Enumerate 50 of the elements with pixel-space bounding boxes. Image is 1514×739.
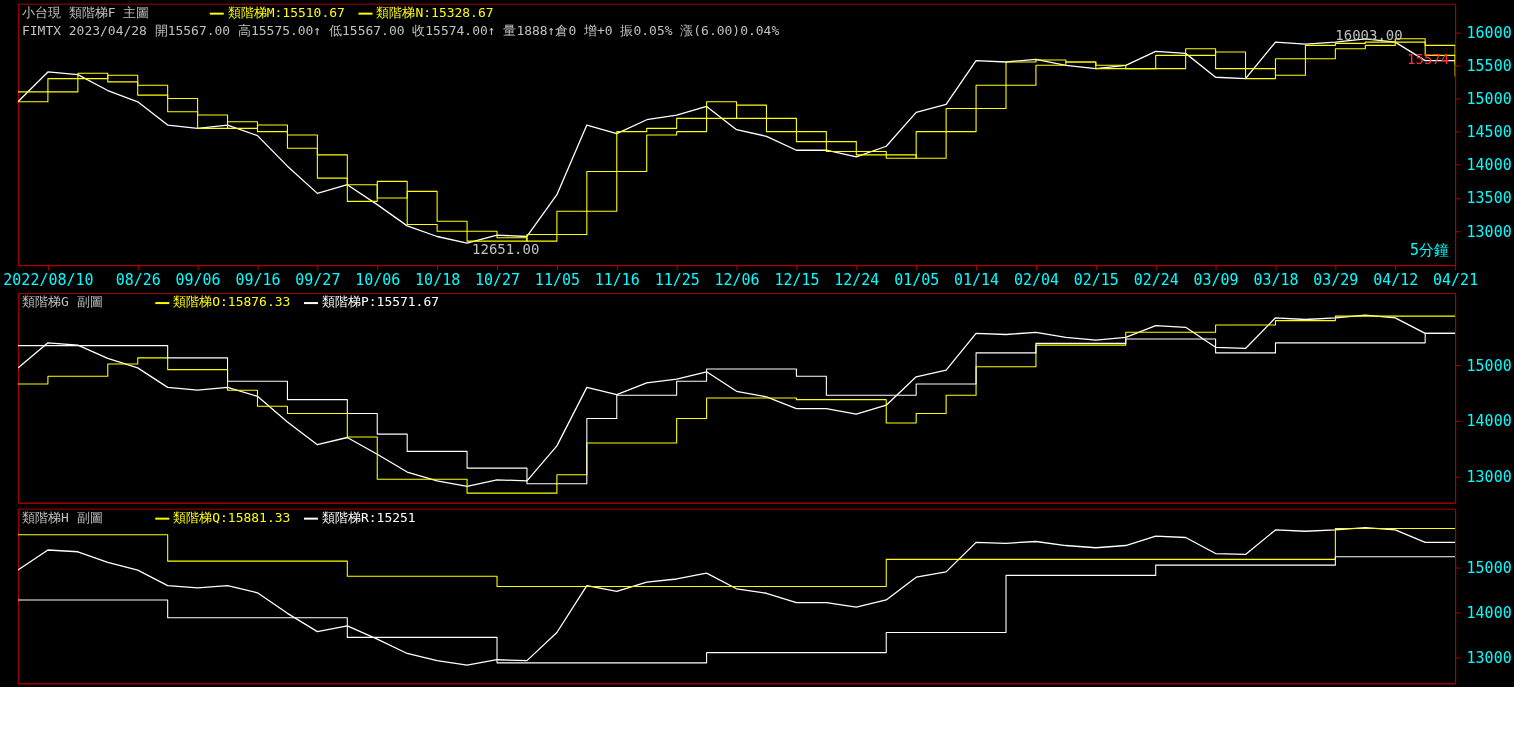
y-tick-label: 14000	[1466, 603, 1512, 622]
x-tick-label: 2022/08/10	[3, 270, 94, 289]
legend-label: 類階梯P:15571.67	[321, 294, 440, 310]
x-tick-label: 04/12	[1373, 270, 1419, 289]
y-tick-label: 13500	[1466, 189, 1512, 208]
y-tick-label: 14000	[1466, 156, 1512, 175]
annotation: 16003.00	[1335, 26, 1403, 43]
legend-label: 類階梯Q:15881.33	[173, 509, 291, 525]
x-tick-label: 08/26	[115, 270, 161, 289]
y-tick-label: 15500	[1466, 56, 1512, 75]
x-tick-label: 01/14	[954, 270, 1000, 289]
legend-label: 類階梯R:15251	[321, 509, 416, 525]
y-tick-label: 13000	[1466, 222, 1512, 241]
annotation: FIMTX 2023/04/28 開15567.00 高15575.00↑ 低15567.00 收15574.00↑ 量1888↑倉0 增+0 振0.05% 漲(6.00)0.04%	[21, 22, 780, 38]
y-tick-label: 14000	[1466, 412, 1512, 431]
x-tick-label: 09/27	[295, 270, 341, 289]
x-tick-label: 01/05	[894, 270, 940, 289]
y-tick-label: 15000	[1466, 89, 1512, 108]
x-tick-label: 10/27	[474, 270, 521, 289]
chart-title: 小台現 類階梯F 主圖	[21, 4, 150, 20]
legend-label: 類階梯O:15876.33	[173, 294, 291, 310]
y-tick-label: 15000	[1466, 356, 1512, 375]
x-tick-label: 03/29	[1313, 270, 1359, 289]
y-tick-label: 16000	[1466, 23, 1512, 42]
x-tick-label: 03/09	[1193, 270, 1239, 289]
x-tick-label: 11/16	[594, 270, 640, 289]
x-tick-label: 02/24	[1133, 270, 1179, 289]
chart-title: 類階梯G 副圖	[21, 294, 103, 310]
x-tick-label: 09/06	[175, 270, 221, 289]
y-tick-label: 15000	[1466, 559, 1512, 578]
x-tick-label: 10/06	[355, 270, 401, 289]
annotation: 12651.00	[472, 241, 540, 258]
y-tick-label: 14500	[1466, 123, 1512, 142]
x-tick-label: 02/15	[1073, 270, 1119, 289]
x-tick-label: 11/05	[534, 270, 580, 289]
x-tick-label: 09/16	[235, 270, 281, 289]
annotation: 5分鐘	[1410, 241, 1450, 260]
x-tick-label: 04/21	[1433, 270, 1479, 289]
y-tick-label: 13000	[1466, 467, 1512, 486]
chart-title: 類階梯H 副圖	[21, 509, 103, 525]
x-tick-label: 12/24	[834, 270, 880, 289]
x-tick-label: 03/18	[1253, 270, 1299, 289]
x-tick-label: 11/25	[654, 270, 700, 289]
x-tick-label: 02/04	[1013, 270, 1059, 289]
x-tick-label: 12/15	[774, 270, 820, 289]
legend-label: 類階梯N:15328.67	[376, 4, 494, 20]
legend-label: 類階梯M:15510.67	[227, 4, 345, 20]
x-tick-label: 12/06	[714, 270, 760, 289]
y-tick-label: 13000	[1466, 648, 1512, 667]
x-tick-label: 10/18	[415, 270, 461, 289]
